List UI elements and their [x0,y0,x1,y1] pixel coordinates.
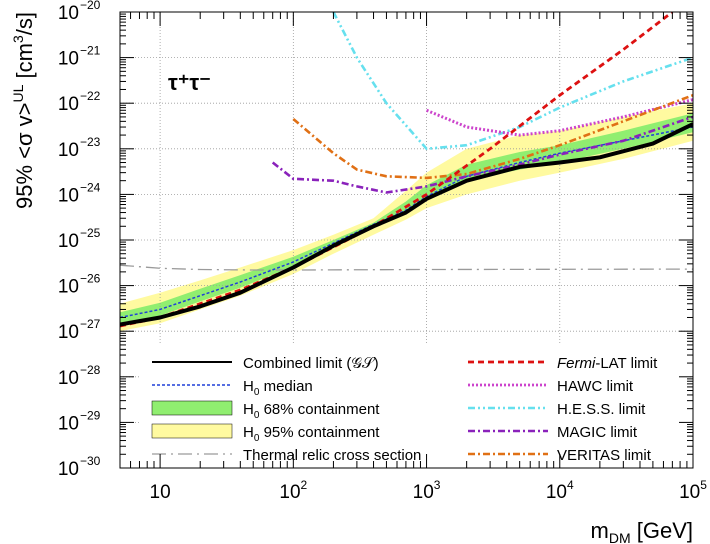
y-tick-label: 10 [58,94,79,115]
plot-area: τ⁺τ⁻ [120,12,693,468]
y-tick-exponent: −26 [80,272,101,286]
y-axis-label: 95% <σ v>UL [cm3/s] [10,12,37,209]
band95-legend-swatch [151,423,233,439]
y-tick-label: 10 [58,140,79,161]
y-tick-label: 10 [58,277,79,298]
y-tick-label: 10 [58,3,79,24]
y-tick-label: 10 [58,49,79,70]
band68-band [120,113,693,325]
x-tick-label: 105 [679,478,707,503]
fermi-legend-label: Fermi-LAT limit [557,355,658,372]
combined-line [120,122,693,327]
y-tick-label: 10 [58,322,79,343]
y-tick-label: 10 [58,459,79,480]
band68-legend-label: H0 68% containment [243,401,380,421]
combined-legend-label: Combined limit (𝒢𝒮) [243,355,379,372]
y-tick-label: 10 [58,185,79,206]
y-tick-exponent: −30 [80,454,101,468]
magic-legend-label: MAGIC limit [557,424,638,441]
y-tick-exponent: −29 [80,408,101,422]
fermi-line [120,12,674,328]
x-tick-label: 104 [546,478,574,503]
hess-line [332,12,693,151]
x-tick-label: 103 [413,478,441,503]
band68-legend-swatch [151,400,233,416]
hawc-line [426,98,693,137]
thermal-line [120,264,693,271]
y-tick-exponent: −25 [80,226,101,240]
thermal-legend-label: Thermal relic cross section [243,447,421,464]
x-tick-label: 102 [279,478,307,503]
y-tick-exponent: −28 [80,363,101,377]
median-line [120,126,693,319]
veritas-legend-label: VERITAS limit [557,447,652,464]
veritas-line [292,93,693,180]
hawc-legend-label: HAWC limit [557,378,634,395]
x-tick-label: 10 [150,482,171,503]
y-tick-label: 10 [58,368,79,389]
y-tick-exponent: −20 [80,0,101,12]
band95-legend-label: H0 95% containment [243,424,380,444]
median-legend-label: H0 median [243,378,313,398]
legend: Combined limit (𝒢𝒮) H0 median H0 68% conta… [140,345,690,467]
y-tick-exponent: −23 [80,135,101,149]
magic-line [271,115,693,194]
channel-annotation: τ⁺τ⁻ [168,70,211,95]
y-tick-exponent: −24 [80,180,101,194]
hess-legend-label: H.E.S.S. limit [557,401,646,418]
y-tick-exponent: −21 [80,44,101,58]
y-tick-exponent: −22 [80,89,101,103]
y-tick-label: 10 [58,413,79,434]
y-tick-label: 10 [58,231,79,252]
x-axis-label: mDM [GeV] [591,518,693,544]
y-tick-exponent: −27 [80,317,101,331]
